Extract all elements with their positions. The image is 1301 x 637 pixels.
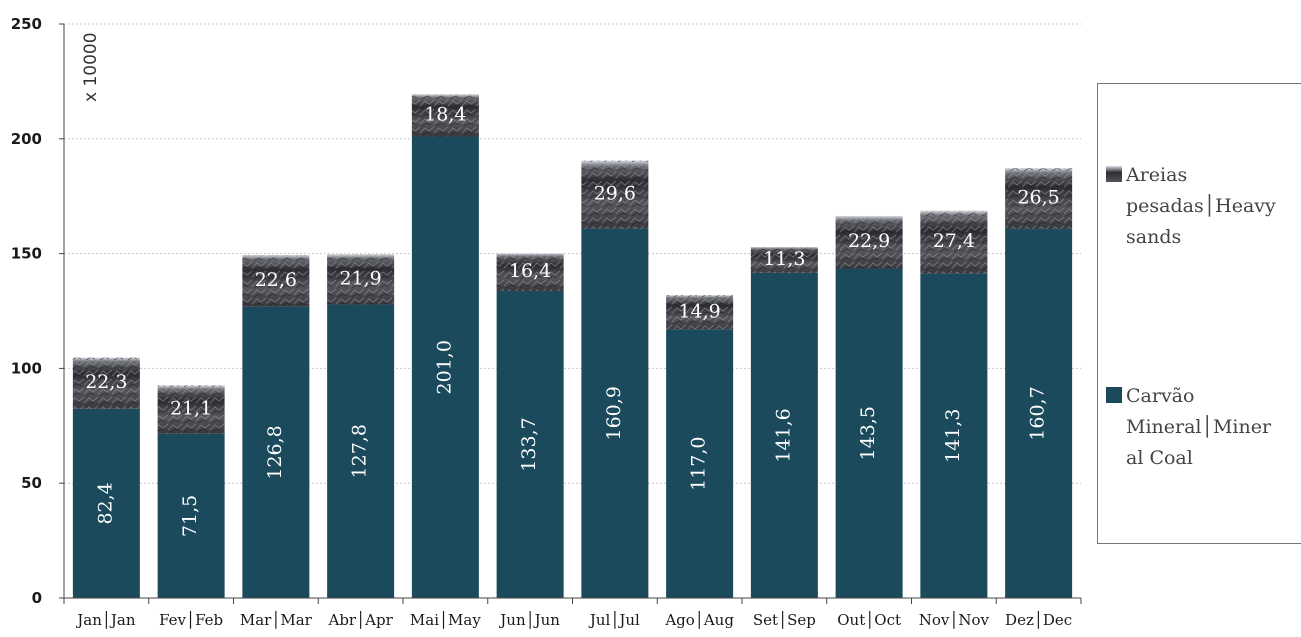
x-tick-label: Mar│Mar [240,610,313,629]
bar-heavy-sands-texture [327,254,395,305]
bar-heavy-sands-texture [242,254,310,307]
data-label-mineral-coal: 82,4 [94,482,116,524]
data-label-heavy-sands: 22,6 [255,269,297,291]
legend-label-line: pesadas│Heavy [1126,195,1276,217]
data-label-mineral-coal: 143,5 [857,406,879,460]
data-label-heavy-sands: 16,4 [509,260,551,282]
bar-mineral-coal [72,408,140,598]
bar-mineral-coal [242,306,310,598]
x-tick-label: Out│Oct [837,610,901,629]
bar-mineral-coal [750,272,818,598]
data-label-heavy-sands: 14,9 [678,300,720,322]
y-unit-label: x 10000 [81,32,101,102]
data-label-heavy-sands: 29,6 [594,183,636,205]
y-tick-label: 250 [11,15,42,33]
data-label-heavy-sands: 18,4 [424,103,466,125]
bar-mineral-coal [496,291,564,598]
bar-mineral-coal [157,433,225,598]
bar-heavy-sands-texture [411,94,479,137]
bar-mineral-coal [581,228,649,598]
x-tick-label: Jan│Jan [75,610,136,629]
x-tick-label: Nov│Nov [919,610,990,629]
bar-heavy-sands-texture [581,160,649,229]
x-tick-label: Jun│Jun [498,610,560,629]
bar-heavy-sands-texture [835,215,903,269]
data-label-mineral-coal: 141,3 [942,409,964,463]
bar-heavy-sands-texture [157,385,225,434]
data-label-heavy-sands: 27,4 [933,230,975,252]
legend-label-line: Carvão [1126,385,1195,407]
legend-label-line: sands [1126,226,1182,248]
legend-item-mineral-coal: Carvão Mineral│Miner al Coal [1106,381,1301,474]
x-tick-label: Set│Sep [753,610,816,629]
data-label-mineral-coal: 201,0 [433,340,455,394]
data-label-heavy-sands: 21,9 [339,267,381,289]
data-label-mineral-coal: 133,7 [518,417,540,471]
data-label-heavy-sands: 26,5 [1017,187,1059,209]
data-label-heavy-sands: 21,1 [170,398,212,420]
y-tick-label: 100 [11,359,42,377]
x-tick-label: Ago│Aug [664,610,734,629]
data-label-mineral-coal: 160,9 [603,386,625,440]
bar-heavy-sands-texture [1005,168,1073,230]
bar-mineral-coal [411,136,479,598]
legend-label-line: Areias [1126,164,1188,186]
data-label-heavy-sands: 11,3 [763,248,805,270]
y-tick-label: 0 [32,589,42,607]
data-label-mineral-coal: 126,8 [264,425,286,479]
bar-heavy-sands-texture [666,295,734,330]
bar-mineral-coal [327,304,395,598]
bar-mineral-coal [920,273,988,598]
heavy-sands-swatch [1106,166,1122,182]
data-label-mineral-coal: 71,5 [179,495,201,537]
data-label-mineral-coal: 127,8 [349,424,371,478]
data-label-mineral-coal: 141,6 [772,408,794,462]
bar-mineral-coal [1005,229,1073,598]
x-tick-label: Mai│May [410,610,481,629]
data-label-heavy-sands: 22,9 [848,230,890,252]
bar-heavy-sands-texture [750,246,818,273]
bar-heavy-sands-texture [496,253,564,292]
x-tick-label: Abr│Apr [328,610,394,629]
mineral-coal-swatch [1106,387,1122,403]
y-tick-label: 50 [21,474,42,492]
y-tick-label: 150 [11,245,42,263]
x-tick-label: Jul│Jul [588,610,640,629]
y-tick-label: 200 [11,130,42,148]
bar-heavy-sands-texture [72,357,140,409]
bar-mineral-coal [835,268,903,598]
legend-label-line: al Coal [1126,447,1193,469]
x-tick-label: Fev│Feb [159,610,223,629]
legend: Areias pesadas│Heavy sands Carvão Minera… [1097,83,1301,544]
bar-mineral-coal [666,329,734,598]
data-label-mineral-coal: 117,0 [688,436,710,490]
x-tick-label: Dez│Dec [1005,610,1072,629]
data-label-heavy-sands: 22,3 [85,371,127,393]
data-label-mineral-coal: 160,7 [1027,386,1049,440]
legend-item-heavy-sands: Areias pesadas│Heavy sands [1106,160,1301,253]
legend-label-line: Mineral│Miner [1126,416,1272,438]
bar-heavy-sands-texture [920,210,988,274]
